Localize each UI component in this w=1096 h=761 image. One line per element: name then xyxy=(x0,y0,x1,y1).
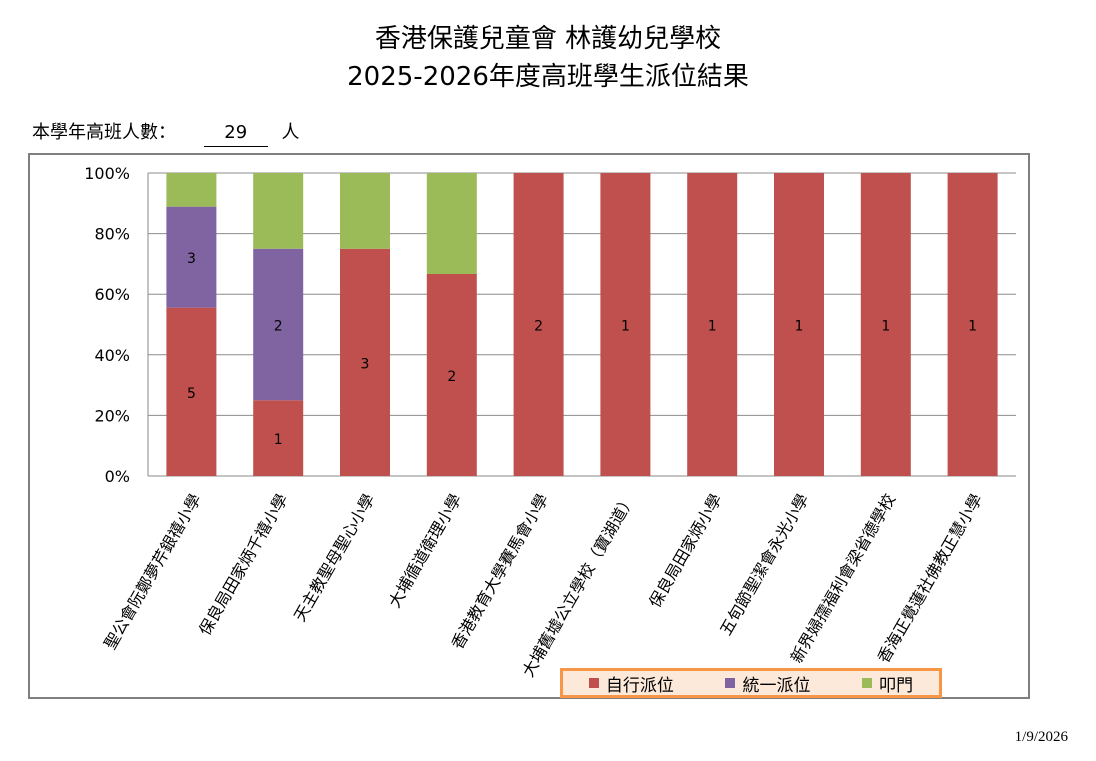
data-label: 2 xyxy=(534,319,543,335)
bar-segment xyxy=(513,173,564,476)
bar-segment xyxy=(166,206,217,308)
bar-segment xyxy=(166,307,217,476)
data-label: 5 xyxy=(187,386,196,402)
bar-segment xyxy=(340,248,390,476)
legend-label-door: 叩門 xyxy=(879,675,914,696)
legend-label-self: 自行派位 xyxy=(605,675,674,696)
bar-segment xyxy=(774,173,824,476)
data-label: 3 xyxy=(361,356,370,372)
bar-segment xyxy=(253,248,304,401)
chart-subtitle: 2025-2026年度高班學生派位結果 xyxy=(347,62,749,92)
y-tick-label: 60% xyxy=(94,285,130,304)
bar-segment xyxy=(253,400,304,476)
date-stamp: 1/9/2026 xyxy=(1014,729,1068,745)
bar-segment xyxy=(340,173,390,249)
x-tick-label: 香港教育大學賽馬會小學 xyxy=(448,491,552,653)
legend-swatch-self xyxy=(588,678,599,688)
bar-segment xyxy=(687,173,738,476)
bar-segment xyxy=(426,173,477,274)
chart-title: 香港保護兒童會 林護幼兒學校 xyxy=(374,24,722,54)
legend-item-unified: 統一派位 xyxy=(725,671,810,696)
chart-frame xyxy=(28,153,1030,699)
data-label: 1 xyxy=(968,319,977,335)
data-label: 1 xyxy=(708,319,717,335)
student-count-label: 本學年高班人數： xyxy=(32,122,176,143)
data-label: 1 xyxy=(621,319,630,335)
bar-segment xyxy=(947,173,998,476)
legend-item-self: 自行派位 xyxy=(588,671,674,696)
y-tick-label: 20% xyxy=(94,406,130,425)
y-tick-label: 0% xyxy=(105,467,130,486)
bar-segment xyxy=(600,173,651,476)
chart-legend: 自行派位 統一派位 叩門 xyxy=(560,668,942,698)
legend-item-door: 叩門 xyxy=(862,671,913,696)
x-tick-label: 聖公會阮鄭夢芹銀禧小學 xyxy=(100,491,204,653)
student-count-row: 本學年高班人數： 29 人 xyxy=(32,120,299,147)
x-tick-label: 保良局田家炳千禧小學 xyxy=(195,491,291,639)
x-tick-label: 香海正覺蓮社佛教正慧小學 xyxy=(874,491,986,667)
bar-segment xyxy=(426,274,477,476)
x-tick-label: 天主教聖母聖心小學 xyxy=(290,491,378,625)
data-label: 1 xyxy=(795,319,804,335)
student-count-value: 29 xyxy=(203,120,268,147)
y-tick-label: 40% xyxy=(94,346,130,365)
data-label: 2 xyxy=(447,369,456,385)
x-tick-label: 保良局田家炳小學 xyxy=(645,491,725,611)
legend-swatch-door xyxy=(862,678,873,688)
data-label: 1 xyxy=(881,319,890,335)
data-label: 3 xyxy=(187,251,196,267)
legend-label-unified: 統一派位 xyxy=(742,675,811,696)
bar-segment xyxy=(860,173,911,476)
x-tick-label: 五旬節聖潔會永光小學 xyxy=(716,491,812,639)
bar-segment xyxy=(253,173,304,249)
x-tick-label: 大埔循道衛理小學 xyxy=(385,491,465,611)
data-label: 1 xyxy=(274,432,283,448)
bar-segment xyxy=(166,173,217,207)
y-tick-label: 80% xyxy=(94,225,130,244)
y-tick-label: 100% xyxy=(84,164,130,183)
student-count-unit: 人 xyxy=(281,122,300,143)
data-label: 2 xyxy=(274,319,283,335)
legend-swatch-unified xyxy=(725,678,736,688)
